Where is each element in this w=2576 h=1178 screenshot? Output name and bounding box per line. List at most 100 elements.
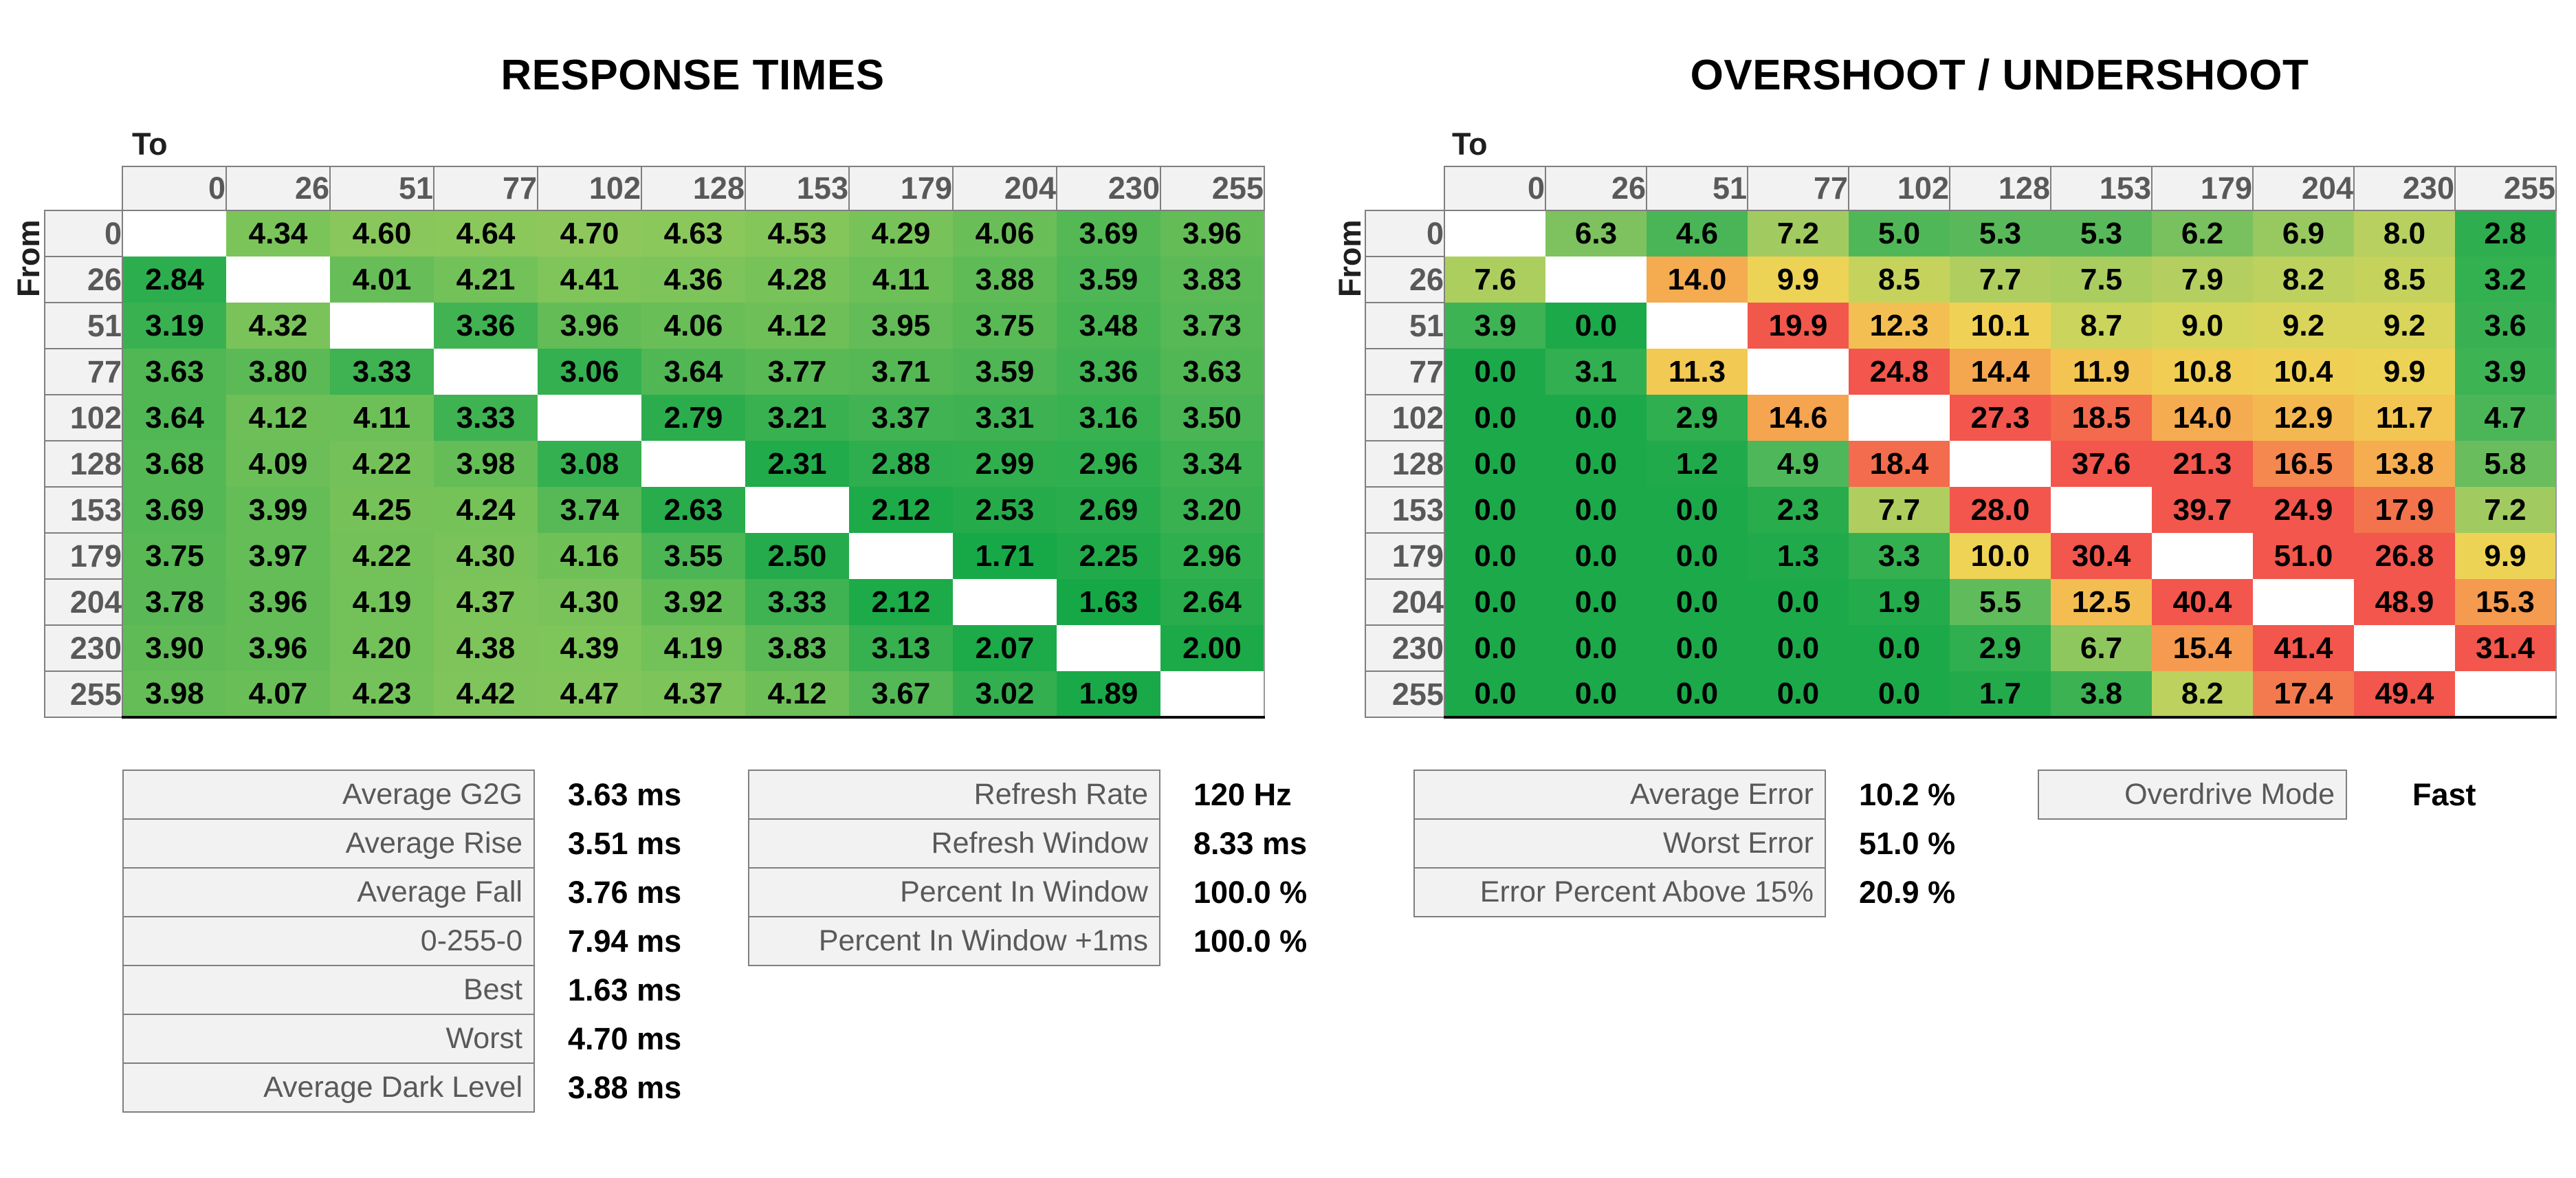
response-cell-128-179: 2.88 [849,441,953,487]
overshoot-cell-128-128 [1950,441,2051,487]
overshoot-cell-255-179: 8.2 [2152,671,2253,719]
overshoot-cell-51-26: 0.0 [1545,303,1647,349]
response-cell-255-128: 4.37 [641,671,745,719]
response-cell-0-102: 4.70 [538,210,641,257]
response-cell-204-77: 4.37 [434,579,538,625]
overshoot-cell-204-51: 0.0 [1647,579,1748,625]
overshoot-col-header-179: 179 [2151,166,2254,211]
response-cell-230-128: 4.19 [641,625,745,671]
response-cell-51-255: 3.73 [1160,303,1265,349]
response-to-axis-label: To [132,127,168,162]
response-cell-26-179: 4.11 [849,257,953,303]
refresh-summary-value-0: 120 Hz [1193,776,1292,812]
response-cell-26-128: 4.36 [641,257,745,303]
overshoot-cell-255-77: 0.0 [1748,671,1849,719]
overshoot-col-header-153: 153 [2050,166,2153,211]
overdrive-mode-row: Overdrive Mode Fast [2038,770,2476,820]
response-cell-153-77: 4.24 [434,487,538,533]
response-cell-255-51: 4.23 [330,671,434,719]
overshoot-cell-255-255 [2455,671,2557,719]
response-summary-row-3: 0-255-0 7.94 ms [122,916,681,966]
response-cell-51-204: 3.75 [953,303,1057,349]
response-cell-204-255: 2.64 [1160,579,1265,625]
overshoot-cell-153-230: 17.9 [2354,487,2455,533]
response-cell-77-255: 3.63 [1160,349,1265,395]
overshoot-cell-179-204: 51.0 [2253,533,2354,579]
overshoot-cell-230-153: 6.7 [2051,625,2152,671]
overshoot-row-label-204: 204 [1365,578,1445,626]
overshoot-heatmap: 0 26 51 77 102 128 153 179 204 230 255 0 6.3 4.6 7.2 5.… [1365,166,2557,719]
response-cell-153-204: 2.53 [953,487,1057,533]
overshoot-cell-51-51 [1647,303,1748,349]
response-cell-153-102: 3.74 [538,487,641,533]
overshoot-cell-255-51: 0.0 [1647,671,1748,719]
overshoot-col-header-77: 77 [1747,166,1849,211]
overshoot-cell-0-51: 4.6 [1647,210,1748,257]
overshoot-cell-230-230 [2354,625,2455,671]
response-cell-128-128 [641,441,745,487]
overshoot-cell-128-77: 4.9 [1748,441,1849,487]
response-cell-179-77: 4.30 [434,533,538,579]
overshoot-cell-0-102: 5.0 [1849,210,1950,257]
overshoot-cell-255-26: 0.0 [1545,671,1647,719]
response-cell-0-255: 3.96 [1160,210,1265,257]
error-summary-label-2: Error Percent Above 15% [1413,867,1826,917]
overshoot-cell-230-204: 41.4 [2253,625,2354,671]
overshoot-cell-26-230: 8.5 [2354,257,2455,303]
response-summary-label-2: Average Fall [122,867,535,917]
response-cell-77-0: 3.63 [122,349,226,395]
overshoot-cell-26-153: 7.5 [2051,257,2152,303]
response-summary-value-6: 3.88 ms [568,1069,682,1105]
overshoot-cell-0-153: 5.3 [2051,210,2152,257]
response-cell-255-204: 3.02 [953,671,1057,719]
response-row-label-179: 179 [44,532,123,580]
response-cell-153-230: 2.69 [1057,487,1160,533]
response-cell-128-204: 2.99 [953,441,1057,487]
overshoot-to-axis-label: To [1452,127,1488,162]
response-cell-0-128: 4.63 [641,210,745,257]
response-cell-26-77: 4.21 [434,257,538,303]
response-cell-230-102: 4.39 [538,625,641,671]
response-table: 0 26 51 77 102 128 153 179 204 230 255 0 4.34 4.60 4.6… [44,166,1265,719]
overshoot-cell-230-255: 31.4 [2455,625,2557,671]
overshoot-cell-26-77: 9.9 [1748,257,1849,303]
response-cell-0-204: 4.06 [953,210,1057,257]
response-cell-102-179: 3.37 [849,395,953,441]
response-cell-102-26: 4.12 [226,395,330,441]
response-cell-102-230: 3.16 [1057,395,1160,441]
response-cell-26-0: 2.84 [122,257,226,303]
response-col-header-230: 230 [1056,166,1161,211]
response-summary-label-5: Worst [122,1014,535,1064]
overshoot-row-label-77: 77 [1365,348,1445,395]
response-cell-77-230: 3.36 [1057,349,1160,395]
refresh-summary-label-1: Refresh Window [748,818,1160,869]
response-cell-102-102 [538,395,641,441]
response-col-header-153: 153 [745,166,850,211]
response-cell-204-26: 3.96 [226,579,330,625]
overshoot-cell-102-51: 2.9 [1647,395,1748,441]
response-row-label-26: 26 [44,256,123,303]
overshoot-cell-77-102: 24.8 [1849,349,1950,395]
response-cell-51-77: 3.36 [434,303,538,349]
response-col-header-51: 51 [329,166,434,211]
overshoot-title: OVERSHOOT / UNDERSHOOT [1690,52,2309,99]
overshoot-cell-179-0: 0.0 [1444,533,1545,579]
response-cell-153-0: 3.69 [122,487,226,533]
overshoot-cell-51-179: 9.0 [2152,303,2253,349]
overshoot-cell-230-128: 2.9 [1950,625,2051,671]
overshoot-cell-204-230: 48.9 [2354,579,2455,625]
overshoot-cell-51-204: 9.2 [2253,303,2354,349]
response-cell-77-179: 3.71 [849,349,953,395]
response-cell-128-51: 4.22 [330,441,434,487]
overshoot-cell-0-255: 2.8 [2455,210,2557,257]
response-cell-204-102: 4.30 [538,579,641,625]
response-cell-179-255: 2.96 [1160,533,1265,579]
error-summary-value-1: 51.0 % [1859,825,1956,861]
overshoot-cell-128-51: 1.2 [1647,441,1748,487]
response-cell-102-204: 3.31 [953,395,1057,441]
overshoot-cell-153-128: 28.0 [1950,487,2051,533]
response-cell-153-51: 4.25 [330,487,434,533]
response-cell-77-102: 3.06 [538,349,641,395]
stat-row: Overdrive Mode Fast [2038,770,2476,820]
response-summary-value-3: 7.94 ms [568,923,682,959]
